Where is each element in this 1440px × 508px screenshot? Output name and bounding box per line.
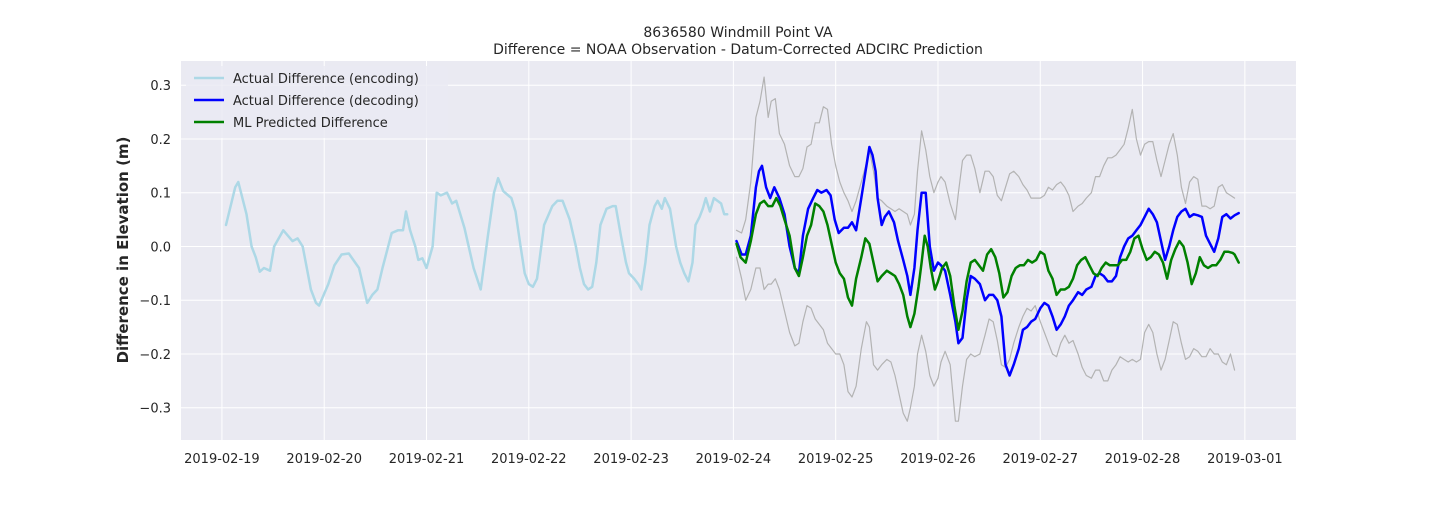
x-tick-label: 2019-02-20 — [286, 452, 362, 467]
series-upper-bound-line — [735, 76, 1236, 234]
chart-title-line1: 8636580 Windmill Point VA — [643, 25, 833, 41]
y-axis-label: Difference in Elevation (m) — [114, 137, 132, 364]
legend-label-encoding: Actual Difference (encoding) — [233, 72, 419, 87]
y-tick-labels: −0.3 −0.2 −0.1 0.0 0.1 0.2 0.3 — [139, 79, 171, 417]
y-tick-label: −0.1 — [139, 294, 171, 309]
legend-box — [186, 66, 448, 138]
x-tick-label: 2019-02-23 — [593, 452, 669, 467]
x-tick-label: 2019-02-27 — [1002, 452, 1078, 467]
y-tick-label: 0.3 — [150, 79, 171, 94]
series-layer — [224, 76, 1240, 422]
legend: Actual Difference (encoding) Actual Diff… — [186, 66, 448, 138]
y-tick-label: −0.2 — [139, 348, 171, 363]
chart-title-line2: Difference = NOAA Observation - Datum-Co… — [493, 42, 983, 58]
x-tick-label: 2019-02-21 — [389, 452, 465, 467]
y-tick-label: 0.0 — [150, 240, 171, 255]
y-tick-label: −0.3 — [139, 402, 171, 417]
x-tick-label: 2019-02-28 — [1105, 452, 1181, 467]
x-tick-labels: 2019-02-19 2019-02-20 2019-02-21 2019-02-22… — [184, 452, 1282, 467]
series-encoding-line — [224, 176, 729, 307]
legend-label-decoding: Actual Difference (decoding) — [233, 94, 419, 109]
series-lower-bound-line — [735, 256, 1236, 422]
x-tick-label: 2019-02-19 — [184, 452, 260, 467]
series-decoding-line — [735, 145, 1240, 377]
x-tick-label: 2019-02-25 — [798, 452, 874, 467]
series-ml-predicted-line — [735, 196, 1240, 332]
legend-label-ml: ML Predicted Difference — [233, 116, 388, 131]
x-tick-label: 2019-03-01 — [1207, 452, 1283, 467]
y-tick-label: 0.1 — [150, 187, 171, 202]
x-tick-label: 2019-02-24 — [696, 452, 772, 467]
x-tick-label: 2019-02-26 — [900, 452, 976, 467]
x-tick-label: 2019-02-22 — [491, 452, 567, 467]
y-tick-label: 0.2 — [150, 133, 171, 148]
